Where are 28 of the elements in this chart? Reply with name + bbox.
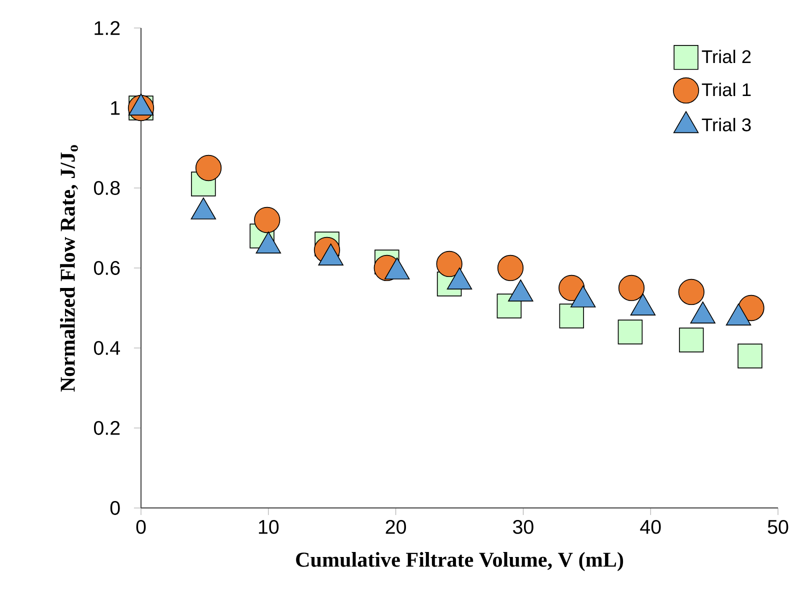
point bbox=[618, 274, 645, 302]
point bbox=[497, 254, 524, 282]
y-tick-label: 0 bbox=[110, 501, 120, 515]
point bbox=[678, 328, 704, 352]
y-tick-label: 1 bbox=[111, 101, 120, 115]
legend-label: Trial 2 bbox=[702, 50, 751, 64]
y-axis-title: Normalized Flow Rate, J/J$_{o}$ bbox=[60, 145, 78, 392]
y-tick-label: 0.6 bbox=[94, 261, 120, 275]
x-axis-title: Cumulative Filtrate Volume, V (mL) bbox=[296, 552, 624, 572]
legend-label: Trial 3 bbox=[702, 118, 751, 132]
point bbox=[678, 278, 704, 306]
x-tick-label: 30 bbox=[513, 520, 534, 534]
y-tick-label: 1.2 bbox=[94, 21, 120, 35]
point bbox=[618, 320, 643, 344]
x-tick-label: 10 bbox=[258, 520, 279, 534]
x-tick-label: 40 bbox=[640, 520, 661, 534]
point bbox=[254, 206, 280, 234]
y-tick-label: 0.2 bbox=[94, 421, 120, 435]
y-tick-label: 0.4 bbox=[94, 341, 120, 355]
point bbox=[436, 250, 462, 278]
point bbox=[738, 344, 762, 368]
x-tick-label: 0 bbox=[136, 520, 146, 534]
y-tick-label: 0.8 bbox=[94, 181, 120, 195]
point bbox=[195, 154, 222, 182]
legend-label: Trial 1 bbox=[702, 82, 751, 96]
point bbox=[559, 304, 584, 328]
x-tick-label: 20 bbox=[386, 520, 406, 534]
x-tick-label: 50 bbox=[768, 520, 788, 534]
